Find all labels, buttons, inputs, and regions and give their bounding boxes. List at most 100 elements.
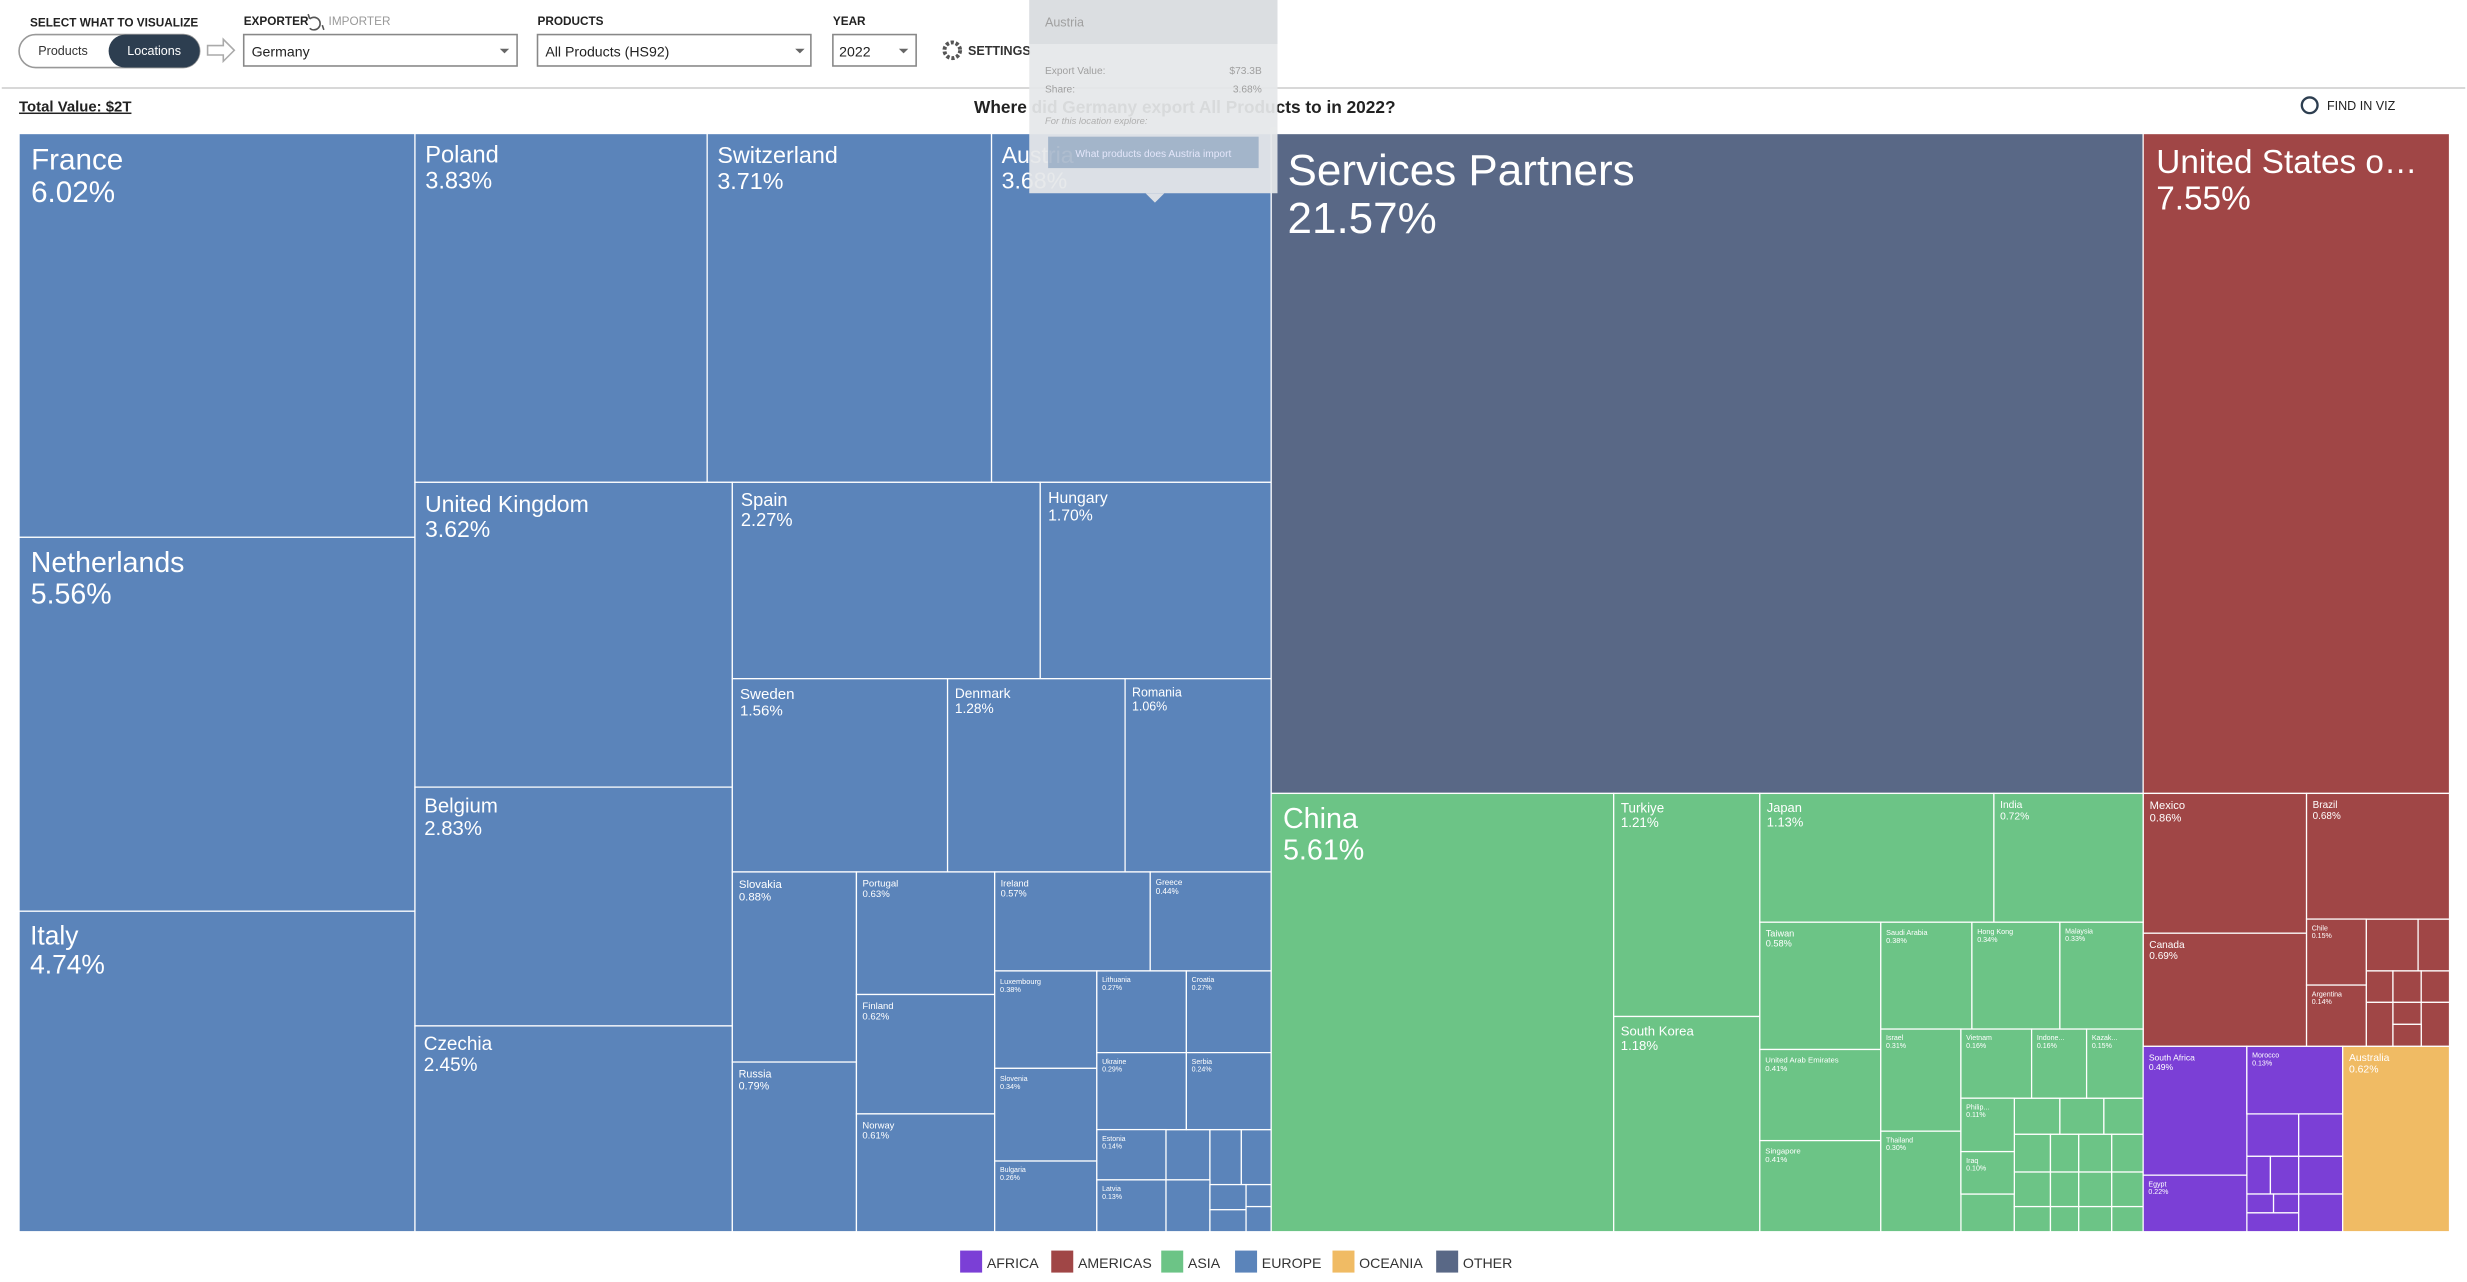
tile[interactable]	[1880, 1130, 1962, 1233]
legend-label[interactable]: ASIA	[1188, 1255, 1221, 1271]
toggle-products[interactable]: Products	[38, 44, 88, 58]
importer-label[interactable]: IMPORTER	[329, 15, 391, 28]
tile[interactable]	[1270, 792, 1615, 1233]
legend-swatch[interactable]	[1235, 1250, 1258, 1273]
legend-label[interactable]: AMERICAS	[1078, 1255, 1152, 1271]
tile[interactable]	[731, 481, 1041, 680]
tile-name: Vietnam	[1966, 1035, 1992, 1042]
tile[interactable]	[18, 910, 416, 1233]
legend-swatch[interactable]	[1051, 1250, 1074, 1273]
legend-swatch[interactable]	[1161, 1250, 1184, 1273]
tile[interactable]	[414, 481, 733, 788]
legend-label[interactable]: EUROPE	[1262, 1255, 1322, 1271]
tile[interactable]	[1759, 1139, 1882, 1233]
tile[interactable]	[855, 871, 996, 996]
legend-label[interactable]: OCEANIA	[1359, 1255, 1423, 1271]
tile	[2078, 1205, 2113, 1233]
tile[interactable]	[18, 536, 416, 912]
tile[interactable]	[2305, 984, 2367, 1047]
tile[interactable]	[414, 1025, 733, 1233]
tile[interactable]	[18, 132, 416, 538]
tile	[1165, 1128, 1211, 1181]
products-value[interactable]: All Products (HS92)	[545, 44, 669, 60]
search-icon[interactable]	[2300, 96, 2319, 115]
tile-name: Taiwan	[1766, 929, 1795, 939]
tile-name: Slovenia	[1000, 1074, 1028, 1083]
legend-swatch[interactable]	[1436, 1250, 1459, 1273]
gear-icon[interactable]	[942, 40, 963, 61]
tile-share: 0.11%	[1966, 1112, 1986, 1119]
tile[interactable]	[1613, 1015, 1761, 1233]
tile-share: 0.27%	[1192, 985, 1213, 992]
tooltip-button-label[interactable]: What products does Austria import	[1075, 149, 1231, 160]
tile[interactable]	[946, 678, 1126, 873]
tile[interactable]	[1993, 792, 2144, 923]
tile[interactable]	[855, 1113, 996, 1233]
tile[interactable]	[414, 786, 733, 1027]
toggle-active[interactable]	[108, 34, 200, 68]
tile[interactable]	[731, 871, 858, 1063]
tile-share: 0.16%	[1966, 1043, 1987, 1050]
tile-name: Thailand	[1886, 1137, 1913, 1144]
tile[interactable]	[1270, 132, 2144, 795]
legend-label[interactable]: AFRICA	[987, 1255, 1039, 1271]
find-in-viz[interactable]: FIND IN VIZ	[2327, 99, 2396, 113]
year-value[interactable]: 2022	[839, 44, 871, 60]
exporter-dropdown[interactable]	[242, 33, 518, 67]
tile-share: 0.24%	[1192, 1067, 1213, 1074]
tile[interactable]	[731, 1061, 858, 1233]
tile[interactable]	[1185, 970, 1272, 1054]
tile[interactable]	[414, 132, 708, 483]
tile[interactable]	[1185, 1051, 1272, 1131]
tile-name: Hungary	[1048, 490, 1108, 507]
tile	[2298, 1155, 2344, 1195]
tile[interactable]	[1960, 1150, 2015, 1195]
tile	[2103, 1097, 2144, 1135]
toggle-locations[interactable]: Locations	[127, 44, 181, 58]
tile[interactable]	[2305, 918, 2367, 986]
tile[interactable]	[1124, 678, 1272, 873]
tile[interactable]	[2142, 1174, 2248, 1233]
tile[interactable]	[1880, 1028, 1962, 1132]
legend-label[interactable]: OTHER	[1463, 1255, 1512, 1271]
products-dropdown[interactable]	[536, 33, 812, 67]
tile-share: 0.86%	[2150, 813, 2182, 825]
legend-swatch[interactable]	[960, 1250, 983, 1273]
tile-share: 0.34%	[1977, 936, 1998, 944]
tile-share: 0.58%	[1766, 939, 1792, 949]
tile[interactable]	[2305, 792, 2451, 920]
tile-share: 0.61%	[862, 1131, 889, 1142]
tooltip-explore: For this location explore:	[1045, 115, 1148, 126]
tile-name: Canada	[2149, 940, 2185, 951]
tile-name: Kazak...	[2092, 1035, 2118, 1042]
tile[interactable]	[1039, 481, 1272, 680]
tile[interactable]	[2142, 132, 2451, 795]
tile[interactable]	[1759, 1048, 1882, 1142]
caret	[898, 48, 909, 54]
tile[interactable]	[2246, 1045, 2344, 1115]
exporter-value[interactable]: Germany	[252, 44, 311, 60]
swap-icon[interactable]	[307, 13, 325, 31]
tile[interactable]	[1096, 1179, 1167, 1233]
tooltip-button[interactable]	[1048, 136, 1259, 169]
exporter-label[interactable]: EXPORTER	[244, 15, 309, 28]
tile[interactable]	[1759, 792, 1995, 923]
arrow-icon	[206, 37, 236, 64]
tile[interactable]	[706, 132, 993, 483]
settings[interactable]: SETTINGS	[968, 44, 1031, 58]
tile[interactable]	[2085, 1028, 2144, 1099]
tile-share: 0.62%	[862, 1011, 889, 1022]
tile[interactable]	[2342, 1045, 2451, 1233]
tile[interactable]	[2030, 1028, 2088, 1099]
tile-name: Brazil	[2313, 800, 2338, 811]
tile	[2013, 1097, 2061, 1135]
tile-name: Chile	[2312, 925, 2328, 932]
tile[interactable]	[1960, 1097, 2015, 1153]
tile[interactable]	[1096, 1051, 1187, 1131]
tile	[2111, 1171, 2144, 1208]
legend-swatch[interactable]	[1332, 1250, 1355, 1273]
tile[interactable]	[2059, 921, 2144, 1030]
tile[interactable]	[2142, 932, 2308, 1047]
tile[interactable]	[994, 871, 1151, 972]
tile[interactable]	[994, 1160, 1098, 1233]
